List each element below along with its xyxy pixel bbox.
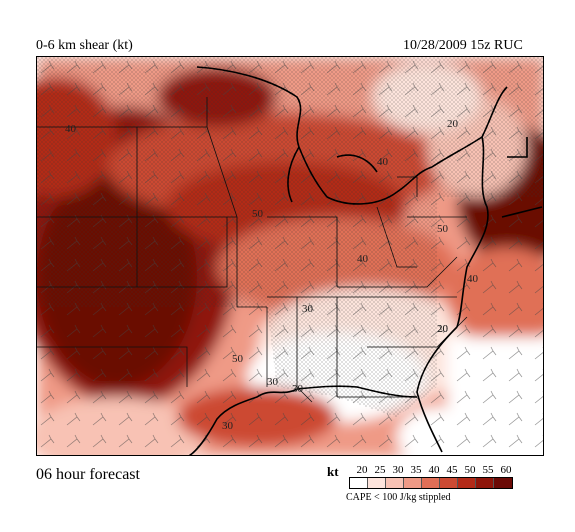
contour-labels: 20 40 40 50 50 40 20 30 20 30 40 50 30 3… <box>65 118 479 432</box>
legend-swatch <box>368 478 386 488</box>
wind-barbs <box>37 57 543 455</box>
valid-time-label: 10/28/2009 15z RUC <box>403 38 523 53</box>
contour-label: 30 <box>292 383 304 395</box>
contour-label: 50 <box>252 208 264 220</box>
legend-tick-label: 55 <box>482 464 494 476</box>
map-title: 0-6 km shear (kt) <box>36 38 133 53</box>
contour-label: 50 <box>232 353 244 365</box>
color-legend: kt 20 25 30 35 40 45 50 55 60 CAPE < 100 J/kg st… <box>320 464 550 524</box>
coastlines <box>188 66 543 455</box>
contour-label: 30 <box>302 303 314 315</box>
contour-label: 40 <box>357 253 369 265</box>
legend-tick-label: 30 <box>392 464 404 476</box>
contour-label: 20 <box>437 323 449 335</box>
contour-label: 40 <box>377 156 389 168</box>
legend-swatch <box>422 478 440 488</box>
legend-colorbar <box>349 477 513 489</box>
legend-swatch <box>476 478 494 488</box>
legend-swatch <box>386 478 404 488</box>
legend-tick-label: 20 <box>356 464 368 476</box>
legend-tick-label: 50 <box>464 464 476 476</box>
legend-tick-label: 25 <box>374 464 386 476</box>
legend-tick-label: 45 <box>446 464 458 476</box>
legend-swatch <box>440 478 458 488</box>
legend-tick-label: 35 <box>410 464 422 476</box>
legend-note: CAPE < 100 J/kg stippled <box>346 492 451 503</box>
legend-swatch <box>458 478 476 488</box>
contour-label: 20 <box>437 323 449 335</box>
legend-unit: kt <box>327 464 339 479</box>
contour-label: 40 <box>467 273 479 285</box>
shear-map: 20 40 40 50 50 40 20 30 20 30 40 50 30 3… <box>36 56 544 456</box>
shear-map-canvas: 20 40 40 50 50 40 20 30 20 30 40 50 30 3… <box>37 57 543 455</box>
legend-tick-label: 60 <box>500 464 512 476</box>
contour-label: 30 <box>222 420 234 432</box>
forecast-hour-label: 06 hour forecast <box>36 466 140 483</box>
legend-swatch <box>350 478 368 488</box>
legend-swatch <box>404 478 422 488</box>
legend-tick-label: 40 <box>428 464 440 476</box>
legend-swatch <box>494 478 512 488</box>
contour-label: 50 <box>437 223 449 235</box>
legend-ticks: 20 25 30 35 40 45 50 55 60 <box>356 464 540 476</box>
contour-label: 40 <box>65 123 77 135</box>
contour-label: 30 <box>267 376 279 388</box>
contour-label: 20 <box>447 118 459 130</box>
